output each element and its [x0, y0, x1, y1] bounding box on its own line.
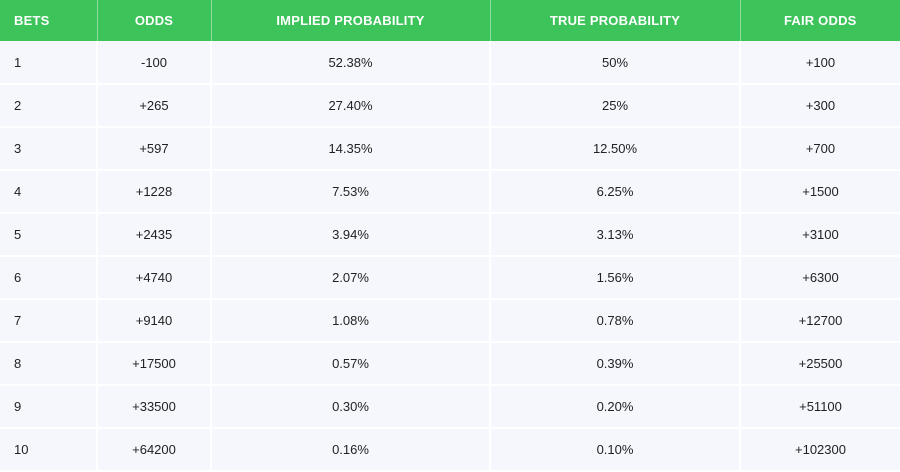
table-row: 7 +9140 1.08% 0.78% +12700 [0, 299, 900, 343]
fair-odds-cell: +700 [740, 127, 900, 171]
header-fair-odds: FAIR ODDS [740, 0, 900, 41]
fair-odds-cell: +100 [740, 41, 900, 85]
odds-cell: +2435 [97, 213, 212, 257]
implied-probability-cell: 0.16% [211, 428, 491, 472]
fair-odds-cell: +25500 [740, 342, 900, 386]
true-probability-cell: 1.56% [490, 256, 741, 300]
true-probability-cell: 0.20% [490, 385, 741, 429]
bets-cell: 1 [0, 41, 98, 85]
bets-cell: 4 [0, 170, 98, 214]
bets-cell: 6 [0, 256, 98, 300]
header-odds: ODDS [97, 0, 212, 41]
implied-probability-cell: 0.57% [211, 342, 491, 386]
table-row: 9 +33500 0.30% 0.20% +51100 [0, 385, 900, 429]
odds-cell: +17500 [97, 342, 212, 386]
odds-cell: +597 [97, 127, 212, 171]
fair-odds-cell: +3100 [740, 213, 900, 257]
bets-cell: 2 [0, 84, 98, 128]
header-bets: BETS [0, 0, 98, 41]
table-row: 8 +17500 0.57% 0.39% +25500 [0, 342, 900, 386]
table-row: 1 -100 52.38% 50% +100 [0, 41, 900, 85]
fair-odds-cell: +12700 [740, 299, 900, 343]
odds-cell: +33500 [97, 385, 212, 429]
true-probability-cell: 3.13% [490, 213, 741, 257]
table-body: 1 -100 52.38% 50% +100 2 +265 27.40% 25% +300 3 +59… [0, 41, 900, 472]
header-row: BETS ODDS IMPLIED PROBABILITY TRUE PROBA… [0, 0, 900, 41]
header-true-probability: TRUE PROBABILITY [490, 0, 741, 41]
table-row: 10 +64200 0.16% 0.10% +102300 [0, 428, 900, 472]
true-probability-cell: 0.39% [490, 342, 741, 386]
table-row: 4 +1228 7.53% 6.25% +1500 [0, 170, 900, 214]
bets-cell: 8 [0, 342, 98, 386]
odds-cell: -100 [97, 41, 212, 85]
implied-probability-cell: 27.40% [211, 84, 491, 128]
implied-probability-cell: 1.08% [211, 299, 491, 343]
implied-probability-cell: 52.38% [211, 41, 491, 85]
bets-cell: 9 [0, 385, 98, 429]
implied-probability-cell: 3.94% [211, 213, 491, 257]
table-row: 2 +265 27.40% 25% +300 [0, 84, 900, 128]
odds-cell: +4740 [97, 256, 212, 300]
table-row: 3 +597 14.35% 12.50% +700 [0, 127, 900, 171]
odds-cell: +64200 [97, 428, 212, 472]
true-probability-cell: 25% [490, 84, 741, 128]
fair-odds-cell: +102300 [740, 428, 900, 472]
implied-probability-cell: 14.35% [211, 127, 491, 171]
true-probability-cell: 50% [490, 41, 741, 85]
bets-cell: 7 [0, 299, 98, 343]
true-probability-cell: 12.50% [490, 127, 741, 171]
odds-cell: +1228 [97, 170, 212, 214]
implied-probability-cell: 0.30% [211, 385, 491, 429]
table-header: BETS ODDS IMPLIED PROBABILITY TRUE PROBA… [0, 0, 900, 41]
implied-probability-cell: 2.07% [211, 256, 491, 300]
bets-cell: 10 [0, 428, 98, 472]
odds-cell: +9140 [97, 299, 212, 343]
true-probability-cell: 6.25% [490, 170, 741, 214]
fair-odds-cell: +300 [740, 84, 900, 128]
odds-cell: +265 [97, 84, 212, 128]
fair-odds-cell: +51100 [740, 385, 900, 429]
bets-cell: 3 [0, 127, 98, 171]
table-row: 6 +4740 2.07% 1.56% +6300 [0, 256, 900, 300]
header-implied-probability: IMPLIED PROBABILITY [211, 0, 491, 41]
table-row: 5 +2435 3.94% 3.13% +3100 [0, 213, 900, 257]
true-probability-cell: 0.10% [490, 428, 741, 472]
bets-cell: 5 [0, 213, 98, 257]
fair-odds-cell: +1500 [740, 170, 900, 214]
true-probability-cell: 0.78% [490, 299, 741, 343]
implied-probability-cell: 7.53% [211, 170, 491, 214]
fair-odds-cell: +6300 [740, 256, 900, 300]
